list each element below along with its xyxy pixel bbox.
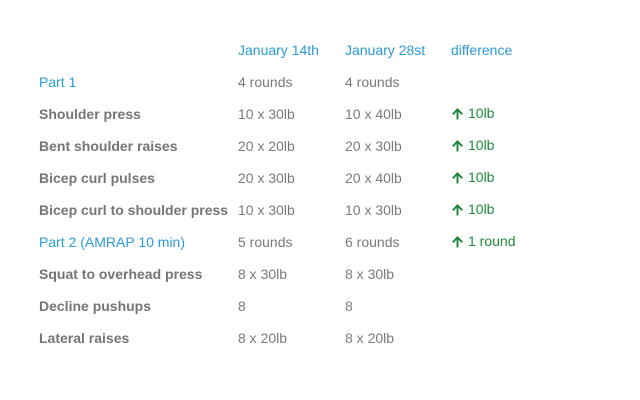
table-row: Bicep curl to shoulder press 10 x 30lb 10 … bbox=[31, 194, 571, 226]
arrow-up-icon bbox=[451, 235, 464, 248]
difference-value: 10lb bbox=[451, 169, 494, 185]
section-label: Part 2 (AMRAP 10 min) bbox=[39, 234, 186, 250]
table-row: Part 1 4 rounds 4 rounds bbox=[31, 66, 571, 98]
value-january-28st: 8 x 20lb bbox=[345, 330, 395, 346]
value-january-28st: 8 bbox=[345, 298, 353, 314]
table-row: Decline pushups 8 8 bbox=[31, 290, 571, 322]
table-row: Bicep curl pulses 20 x 30lb 20 x 40lb 10lb bbox=[31, 162, 571, 194]
header-difference: difference bbox=[451, 42, 513, 58]
value-january-28st: 8 x 30lb bbox=[345, 266, 395, 282]
difference-text: 1 round bbox=[468, 233, 516, 250]
difference-text: 10lb bbox=[468, 137, 495, 154]
difference-cell bbox=[451, 290, 571, 322]
table-row: Lateral raises 8 x 20lb 8 x 20lb bbox=[31, 322, 571, 354]
table-body: Part 1 4 rounds 4 rounds Shoulder press 10 x… bbox=[31, 66, 571, 354]
value-january-14th: 8 bbox=[238, 298, 246, 314]
arrow-up-icon bbox=[451, 139, 464, 152]
exercise-name: Squat to overhead press bbox=[39, 266, 203, 282]
header-january-14th: January 14th bbox=[238, 42, 319, 58]
difference-cell: 10lb bbox=[451, 130, 571, 162]
difference-text: 10lb bbox=[468, 105, 495, 122]
difference-cell bbox=[451, 258, 571, 290]
value-january-14th: 8 x 20lb bbox=[238, 330, 288, 346]
value-january-14th: 10 x 30lb bbox=[238, 106, 295, 122]
arrow-up-icon bbox=[451, 107, 464, 120]
exercise-name: Bicep curl to shoulder press bbox=[39, 202, 229, 218]
difference-cell: 10lb bbox=[451, 194, 571, 226]
arrow-up-icon bbox=[451, 203, 464, 216]
table-header-row: January 14th January 28st difference bbox=[31, 34, 571, 66]
value-january-28st: 10 x 40lb bbox=[345, 106, 402, 122]
value-january-14th: 10 x 30lb bbox=[238, 202, 295, 218]
difference-cell: 10lb bbox=[451, 98, 571, 130]
table-row: Shoulder press 10 x 30lb 10 x 40lb 10lb bbox=[31, 98, 571, 130]
value-january-28st: 4 rounds bbox=[345, 74, 400, 90]
difference-text: 10lb bbox=[468, 201, 495, 218]
difference-value: 1 round bbox=[451, 233, 515, 249]
section-label: Part 1 bbox=[39, 74, 77, 90]
value-january-14th: 8 x 30lb bbox=[238, 266, 288, 282]
table-row: Bent shoulder raises 20 x 20lb 20 x 30lb 10… bbox=[31, 130, 571, 162]
value-january-14th: 20 x 30lb bbox=[238, 170, 295, 186]
workout-comparison-table: January 14th January 28st difference Par… bbox=[31, 34, 571, 354]
value-january-28st: 6 rounds bbox=[345, 234, 400, 250]
difference-value: 10lb bbox=[451, 201, 494, 217]
exercise-name: Decline pushups bbox=[39, 298, 152, 314]
difference-text: 10lb bbox=[468, 169, 495, 186]
value-january-14th: 5 rounds bbox=[238, 234, 293, 250]
exercise-name: Bicep curl pulses bbox=[39, 170, 155, 186]
value-january-14th: 20 x 20lb bbox=[238, 138, 295, 154]
difference-value: 10lb bbox=[451, 137, 494, 153]
arrow-up-icon bbox=[451, 171, 464, 184]
table-row: Part 2 (AMRAP 10 min) 5 rounds 6 rounds 1 r… bbox=[31, 226, 571, 258]
value-january-28st: 20 x 40lb bbox=[345, 170, 402, 186]
exercise-name: Shoulder press bbox=[39, 106, 141, 122]
exercise-name: Lateral raises bbox=[39, 330, 130, 346]
difference-cell: 10lb bbox=[451, 162, 571, 194]
value-january-28st: 10 x 30lb bbox=[345, 202, 402, 218]
value-january-28st: 20 x 30lb bbox=[345, 138, 402, 154]
header-january-28st: January 28st bbox=[345, 42, 426, 58]
header-exercise bbox=[31, 34, 238, 66]
difference-cell bbox=[451, 322, 571, 354]
value-january-14th: 4 rounds bbox=[238, 74, 293, 90]
table-row: Squat to overhead press 8 x 30lb 8 x 30lb bbox=[31, 258, 571, 290]
difference-cell bbox=[451, 66, 571, 98]
exercise-name: Bent shoulder raises bbox=[39, 138, 178, 154]
difference-cell: 1 round bbox=[451, 226, 571, 258]
difference-value: 10lb bbox=[451, 105, 494, 121]
